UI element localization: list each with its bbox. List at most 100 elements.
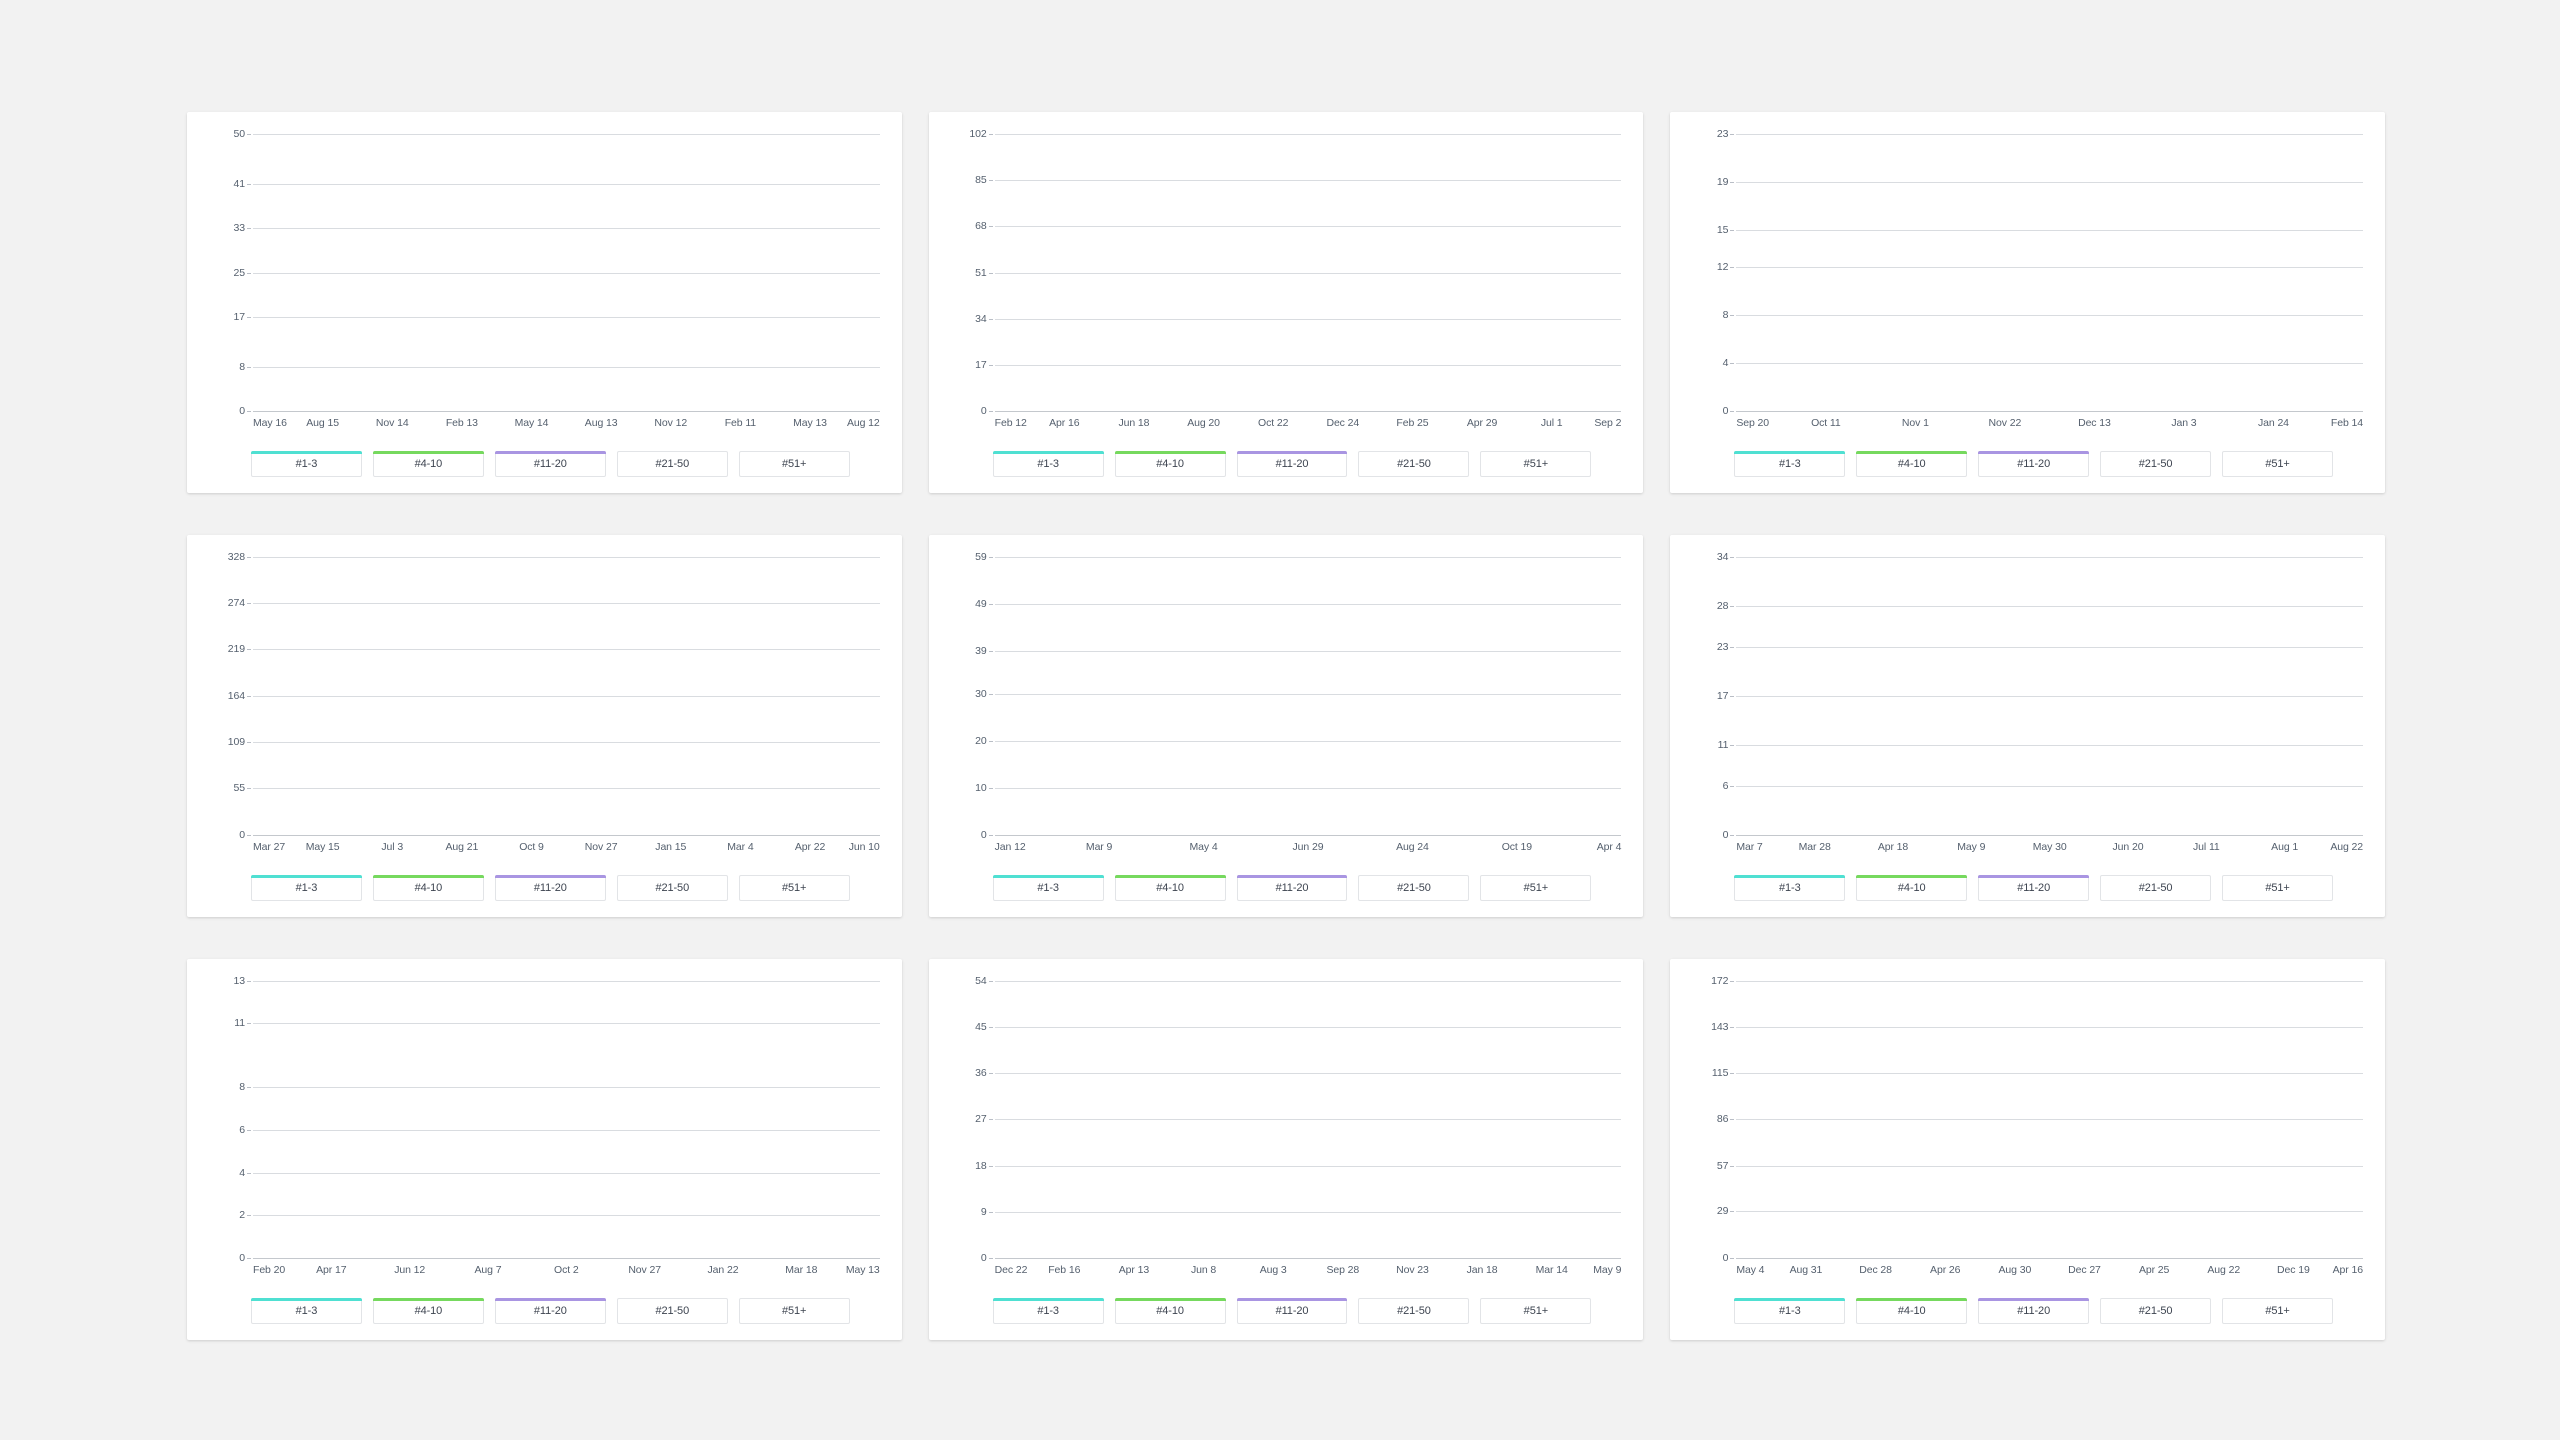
- legend-item-label: #21-50: [655, 881, 690, 894]
- legend-item-1-3[interactable]: #1-3: [250, 1298, 362, 1324]
- x-tick-label: Mar 28: [1798, 840, 1831, 853]
- bar[interactable]: [253, 134, 428, 411]
- legend-item-11-20[interactable]: #11-20: [1236, 874, 1348, 901]
- bar[interactable]: [1987, 134, 2238, 411]
- bar[interactable]: [995, 557, 1170, 834]
- legend-item-11-20[interactable]: #11-20: [1978, 451, 2090, 478]
- legend-item-1-3[interactable]: #1-3: [992, 874, 1104, 901]
- legend-item-11-20[interactable]: #11-20: [1978, 874, 2090, 901]
- x-tick-label: Jan 18: [1466, 1264, 1498, 1276]
- plot-area: 0 9 18 27 36 45 54: [951, 975, 1622, 1264]
- legend-item-4-10[interactable]: #4-10: [1114, 1298, 1226, 1324]
- bar[interactable]: [1170, 134, 1345, 411]
- bar[interactable]: [1208, 981, 1421, 1258]
- legend-item-4-10[interactable]: #4-10: [1856, 1298, 1968, 1324]
- legend-item-21-50[interactable]: #21-50: [616, 874, 728, 901]
- bar[interactable]: [1849, 981, 1962, 1258]
- bar[interactable]: [1634, 981, 1643, 1258]
- y-tick-label: 54: [975, 974, 994, 987]
- legend-item-11-20[interactable]: #11-20: [494, 1298, 606, 1324]
- legend-item-1-3[interactable]: #1-3: [1734, 1298, 1846, 1324]
- legend-item-4-10[interactable]: #4-10: [372, 874, 484, 901]
- legend-item-label: #4-10: [1156, 1305, 1184, 1317]
- bar[interactable]: [1736, 557, 1949, 834]
- legend-item-label: #1-3: [1778, 1305, 1801, 1317]
- legend-item-21-50[interactable]: #21-50: [1358, 1298, 1470, 1324]
- bar[interactable]: [2075, 981, 2188, 1258]
- bar[interactable]: [1170, 557, 1345, 834]
- bar[interactable]: [2238, 134, 2385, 411]
- legend-item-1-3[interactable]: #1-3: [1734, 874, 1846, 901]
- legend-item-21-50[interactable]: #21-50: [616, 1298, 728, 1324]
- legend-item-1-3[interactable]: #1-3: [250, 451, 362, 478]
- bar[interactable]: [1949, 557, 2162, 834]
- bar[interactable]: [1346, 134, 1521, 411]
- bar[interactable]: [779, 981, 901, 1258]
- bar[interactable]: [1521, 557, 1643, 834]
- legend-item-51[interactable]: #51+: [2222, 451, 2334, 478]
- bar[interactable]: [1346, 557, 1521, 834]
- bar[interactable]: [1962, 981, 2075, 1258]
- x-axis: Mar 27 May 15 Jul 3 Aug 21 Oct 9 Nov 27 Jan 15…: [209, 837, 880, 861]
- legend-item-51[interactable]: #51+: [1480, 874, 1592, 901]
- bar[interactable]: [1521, 134, 1643, 411]
- legend-item-1-3[interactable]: #1-3: [1734, 451, 1846, 478]
- legend-item-51[interactable]: #51+: [738, 874, 850, 901]
- bar[interactable]: [779, 134, 901, 411]
- legend-item-1-3[interactable]: #1-3: [250, 874, 362, 901]
- legend-item-4-10[interactable]: #4-10: [1856, 874, 1968, 901]
- bar[interactable]: [2187, 981, 2300, 1258]
- bar[interactable]: [1736, 134, 1987, 411]
- legend-item-11-20[interactable]: #11-20: [1236, 1298, 1348, 1324]
- bar[interactable]: [604, 557, 779, 834]
- x-tick-label: Feb 12: [994, 417, 1027, 430]
- x-axis-track: Feb 20 Apr 17 Jun 12 Aug 7 Oct 2 Nov 27 Jan 22…: [253, 1260, 880, 1284]
- legend-item-51[interactable]: #51+: [738, 451, 850, 478]
- legend-item-4-10[interactable]: #4-10: [372, 1298, 484, 1324]
- chart-legend: #1-3 #4-10 #11-20 #21-50 #51+: [209, 861, 880, 903]
- y-tick-label: 25: [233, 266, 252, 279]
- legend-item-21-50[interactable]: #21-50: [2100, 874, 2212, 901]
- legend-item-21-50[interactable]: #21-50: [1358, 874, 1470, 901]
- gridline: [994, 693, 1622, 695]
- bar[interactable]: [2300, 981, 2385, 1258]
- legend-item-11-20[interactable]: #11-20: [1236, 451, 1348, 478]
- legend-item-21-50[interactable]: #21-50: [1358, 451, 1470, 478]
- legend-item-4-10[interactable]: #4-10: [1114, 451, 1226, 478]
- bar[interactable]: [995, 981, 1208, 1258]
- legend-item-51[interactable]: #51+: [1480, 451, 1592, 478]
- plot-area: 0 10 20 30 39 49 59: [951, 551, 1622, 841]
- bar[interactable]: [1736, 981, 1849, 1258]
- bar[interactable]: [2162, 557, 2375, 834]
- legend-item-1-3[interactable]: #1-3: [992, 1298, 1104, 1324]
- bar[interactable]: [428, 134, 603, 411]
- bar[interactable]: [1421, 981, 1634, 1258]
- bar[interactable]: [604, 981, 779, 1258]
- legend-item-4-10[interactable]: #4-10: [1856, 451, 1968, 478]
- legend-item-4-10[interactable]: #4-10: [372, 451, 484, 478]
- y-tick-label: 51: [975, 266, 994, 279]
- legend-item-51[interactable]: #51+: [2222, 1298, 2334, 1324]
- bar[interactable]: [428, 557, 603, 834]
- bar[interactable]: [428, 981, 603, 1258]
- legend-item-1-3[interactable]: #1-3: [992, 451, 1104, 478]
- legend-item-11-20[interactable]: #11-20: [1978, 1298, 2090, 1324]
- bar[interactable]: [253, 981, 428, 1258]
- legend-swatch-icon: [1236, 451, 1348, 455]
- bar[interactable]: [2376, 557, 2385, 834]
- legend-item-51[interactable]: #51+: [2222, 874, 2334, 901]
- bar[interactable]: [995, 134, 1170, 411]
- legend-item-51[interactable]: #51+: [738, 1298, 850, 1324]
- legend-item-21-50[interactable]: #21-50: [616, 451, 728, 478]
- y-tick-label: 4: [1722, 357, 1734, 370]
- legend-item-11-20[interactable]: #11-20: [494, 451, 606, 478]
- bar[interactable]: [253, 557, 428, 834]
- bar[interactable]: [779, 557, 901, 834]
- legend-item-21-50[interactable]: #21-50: [2100, 1298, 2212, 1324]
- legend-item-4-10[interactable]: #4-10: [1114, 874, 1226, 901]
- bar[interactable]: [604, 134, 779, 411]
- legend-item-21-50[interactable]: #21-50: [2100, 451, 2212, 478]
- legend-item-11-20[interactable]: #11-20: [494, 874, 606, 901]
- gridline: [1736, 1258, 2363, 1259]
- legend-item-51[interactable]: #51+: [1480, 1298, 1592, 1324]
